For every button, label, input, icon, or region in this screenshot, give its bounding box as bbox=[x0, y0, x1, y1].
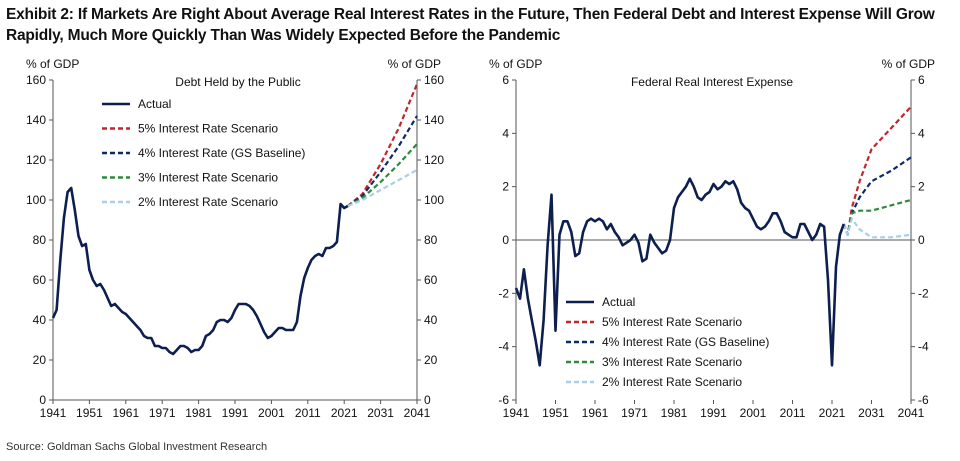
legend-label: 5% Interest Rate Scenario bbox=[138, 122, 278, 136]
series-line-2-interest-rate-scenario bbox=[347, 169, 418, 208]
y-tick-label-right: 160 bbox=[424, 73, 444, 87]
y-axis-label-right: % of GDP bbox=[882, 57, 935, 71]
y-axis-label-left: % of GDP bbox=[489, 57, 542, 71]
y-axis-label-right: % of GDP bbox=[388, 57, 441, 71]
legend-label: 4% Interest Rate (GS Baseline) bbox=[602, 335, 769, 349]
series-line-actual bbox=[514, 177, 846, 367]
y-tick-label-right: 120 bbox=[424, 153, 444, 167]
y-tick-label-left: -6 bbox=[498, 393, 509, 407]
legend-label: Actual bbox=[138, 97, 171, 111]
series-line-5-interest-rate-scenario bbox=[842, 105, 912, 236]
y-axis-label-left: % of GDP bbox=[26, 57, 79, 71]
y-tick-label-left: -4 bbox=[498, 340, 509, 354]
y-tick-label-right: 40 bbox=[424, 313, 438, 327]
series-line-4-interest-rate-gs-baseline bbox=[347, 115, 418, 207]
x-tick-label: 2001 bbox=[258, 406, 285, 420]
series-line-3-interest-rate-scenario bbox=[842, 198, 912, 236]
y-tick-label-right: -4 bbox=[918, 340, 929, 354]
series-line-actual bbox=[51, 186, 349, 356]
x-tick-label: 1991 bbox=[700, 406, 727, 420]
y-tick-label-right: 4 bbox=[918, 126, 925, 140]
series-line-5-interest-rate-scenario bbox=[347, 83, 419, 207]
y-tick-label-left: 100 bbox=[26, 193, 46, 207]
y-tick-label-right: 140 bbox=[424, 113, 444, 127]
y-tick-label-left: 4 bbox=[502, 126, 509, 140]
chart-title: Debt Held by the Public bbox=[175, 75, 300, 89]
legend-label: 3% Interest Rate Scenario bbox=[138, 171, 278, 185]
legend-label: 3% Interest Rate Scenario bbox=[602, 355, 742, 369]
x-tick-label: 2031 bbox=[367, 406, 394, 420]
series-line-2-interest-rate-scenario bbox=[842, 217, 912, 239]
series-line-3-interest-rate-scenario bbox=[347, 143, 418, 207]
x-tick-label: 1971 bbox=[149, 406, 176, 420]
x-tick-label: 2011 bbox=[780, 406, 806, 420]
x-tick-label: 1971 bbox=[621, 406, 648, 420]
x-tick-label: 1981 bbox=[661, 406, 688, 420]
y-tick-label-right: -6 bbox=[918, 393, 929, 407]
legend-label: 2% Interest Rate Scenario bbox=[138, 195, 278, 209]
y-tick-label-left: 6 bbox=[502, 73, 509, 87]
debt-held-by-public-chart: 0 0 20 20 40 40 60 60 80 80 100 100 120 120 140 140 160 1… bbox=[26, 57, 444, 420]
x-tick-label: 1941 bbox=[503, 406, 530, 420]
y-tick-label-left: 20 bbox=[33, 353, 47, 367]
x-tick-label: 2021 bbox=[819, 406, 846, 420]
y-tick-label-right: 6 bbox=[918, 73, 925, 87]
y-tick-label-left: 140 bbox=[26, 113, 46, 127]
x-tick-label: 2001 bbox=[740, 406, 767, 420]
x-tick-label: 2011 bbox=[295, 406, 321, 420]
y-tick-label-right: 0 bbox=[424, 393, 431, 407]
y-tick-label-right: 20 bbox=[424, 353, 438, 367]
x-tick-label: 2031 bbox=[858, 406, 885, 420]
x-tick-label: 1961 bbox=[112, 406, 139, 420]
legend-label: 4% Interest Rate (GS Baseline) bbox=[138, 146, 305, 160]
y-tick-label-right: -2 bbox=[918, 286, 929, 300]
y-tick-label-left: 120 bbox=[26, 153, 46, 167]
federal-real-interest-expense-chart: -6 -6 -4 -4 -2 -2 0 0 2 2 4 4 6 6 1941 1951 1961 1971 1981… bbox=[489, 57, 935, 420]
x-tick-label: 1951 bbox=[542, 406, 569, 420]
y-tick-label-left: 40 bbox=[33, 313, 47, 327]
y-tick-label-right: 100 bbox=[424, 193, 444, 207]
x-tick-label: 1961 bbox=[582, 406, 609, 420]
x-tick-label: 1951 bbox=[76, 406, 103, 420]
x-tick-label: 2041 bbox=[404, 406, 431, 420]
x-tick-label: 2041 bbox=[898, 406, 925, 420]
x-tick-label: 1981 bbox=[185, 406, 212, 420]
source-note: Source: Goldman Sachs Global Investment … bbox=[6, 441, 268, 453]
exhibit-title: Exhibit 2: If Markets Are Right About Av… bbox=[6, 6, 935, 44]
y-tick-label-right: 0 bbox=[918, 233, 925, 247]
y-tick-label-left: 0 bbox=[39, 393, 46, 407]
y-tick-label-right: 2 bbox=[918, 180, 925, 194]
chart-title: Federal Real Interest Expense bbox=[631, 75, 793, 89]
x-tick-label: 1941 bbox=[40, 406, 67, 420]
y-tick-label-left: -2 bbox=[498, 286, 509, 300]
legend-label: 5% Interest Rate Scenario bbox=[602, 315, 742, 329]
y-tick-label-left: 0 bbox=[502, 233, 509, 247]
y-tick-label-left: 160 bbox=[26, 73, 46, 87]
legend-label: 2% Interest Rate Scenario bbox=[602, 375, 742, 389]
x-tick-label: 2021 bbox=[331, 406, 358, 420]
legend-label: Actual bbox=[602, 295, 635, 309]
y-tick-label-left: 2 bbox=[502, 180, 509, 194]
y-tick-label-right: 80 bbox=[424, 233, 438, 247]
y-tick-label-left: 60 bbox=[33, 273, 47, 287]
x-tick-label: 1991 bbox=[222, 406, 249, 420]
y-tick-label-left: 80 bbox=[33, 233, 47, 247]
y-tick-label-right: 60 bbox=[424, 273, 438, 287]
